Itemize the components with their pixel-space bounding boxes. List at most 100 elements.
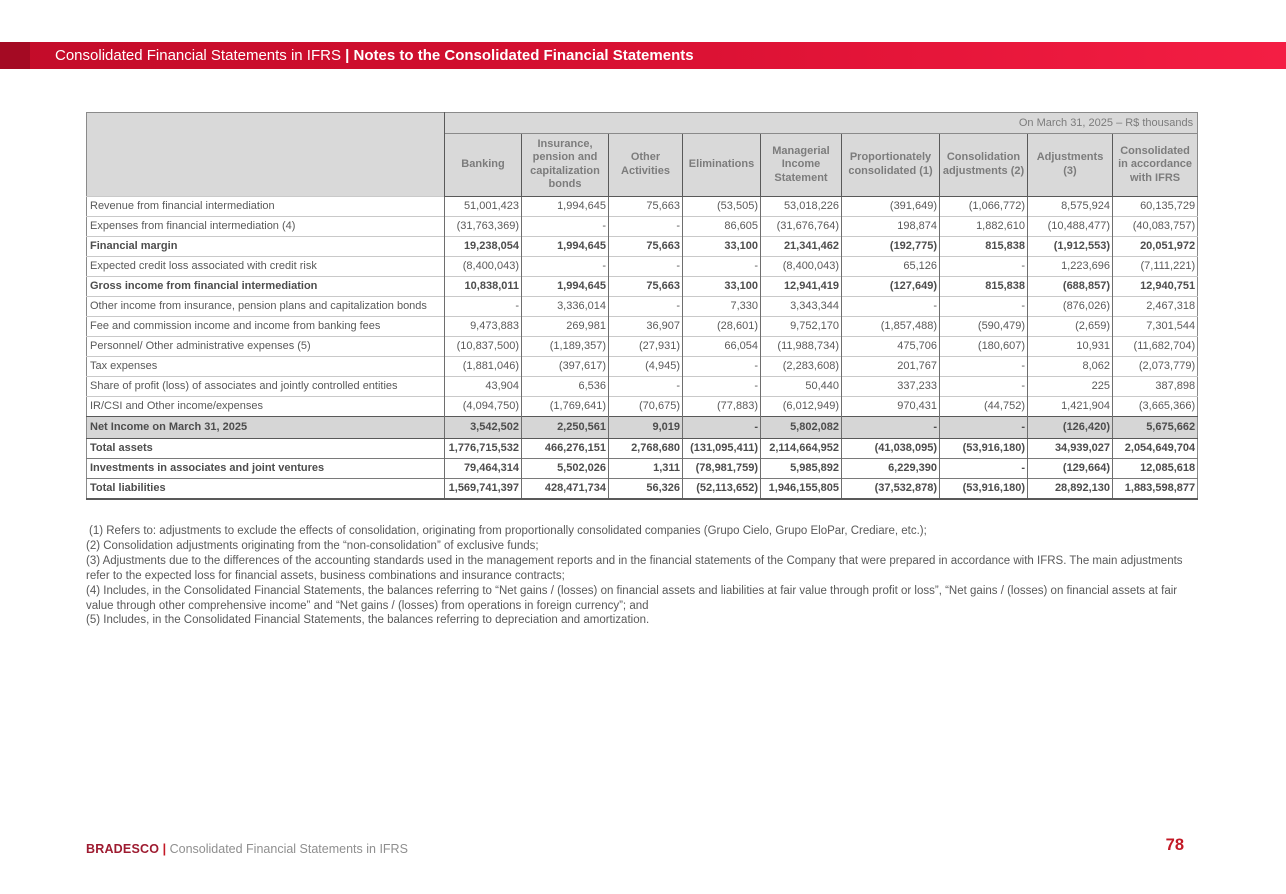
footnote: (5) Includes, in the Consolidated Financ… (86, 614, 650, 627)
row-label: Revenue from financial intermediation (86, 195, 445, 217)
cell-value: - (939, 375, 1028, 397)
table-row: Tax expenses (1,881,046) (397,617) (4,945) -… (86, 355, 1198, 377)
cell-value: (126,420) (1027, 415, 1113, 439)
cell-value: 86,605 (682, 215, 761, 237)
column-header: Consolidation adjustments (2) (939, 133, 1028, 197)
cell-value: - (939, 255, 1028, 277)
row-label: Total liabilities (86, 477, 445, 499)
cell-value: (1,857,488) (841, 315, 940, 337)
table-row: Total assets 1,776,715,532 466,276,151 2,76… (86, 437, 1198, 459)
cell-value: (70,675) (608, 395, 683, 417)
footnote: (3) Adjustments due to the differences o… (86, 554, 1183, 582)
cell-value: 5,502,026 (521, 457, 609, 479)
cell-value: 1,311 (608, 457, 683, 479)
cell-value: (8,400,043) (760, 255, 842, 277)
row-label: Fee and commission income and income fro… (86, 315, 445, 337)
cell-value: 66,054 (682, 335, 761, 357)
cell-value: (397,617) (521, 355, 609, 377)
cell-value: 387,898 (1111, 375, 1198, 397)
cell-value: 28,892,130 (1027, 477, 1113, 499)
cell-value: (180,607) (939, 335, 1028, 357)
cell-value: 9,019 (608, 415, 683, 439)
cell-value: 466,276,151 (521, 437, 609, 459)
cell-value: - (939, 295, 1028, 317)
cell-value: 79,464,314 (444, 457, 522, 479)
cell-value: 60,135,729 (1111, 195, 1198, 217)
row-label: Share of profit (loss) of associates and… (86, 375, 445, 397)
cell-value: 75,663 (608, 275, 683, 297)
cell-value: (192,775) (841, 235, 940, 257)
cell-value: - (682, 255, 761, 277)
banner-title-regular: Consolidated Financial Statements in IFR… (55, 47, 341, 64)
cell-value: 2,250,561 (521, 415, 609, 439)
banner-title-bold: Notes to the Consolidated Financial Stat… (353, 47, 694, 64)
table-row: Total liabilities 1,569,741,397 428,471,73… (86, 477, 1198, 499)
cell-value: (4,945) (608, 355, 683, 377)
cell-value: 65,126 (841, 255, 940, 277)
cell-value: 7,301,544 (1111, 315, 1198, 337)
column-header: Insurance, pension and capitalization bo… (521, 133, 609, 197)
cell-value: 12,940,751 (1111, 275, 1198, 297)
table-row: Expenses from financial intermediation (… (86, 215, 1198, 237)
cell-value: (129,664) (1027, 457, 1113, 479)
column-header: Other Activities (608, 133, 683, 197)
cell-value: 428,471,734 (521, 477, 609, 499)
segment-reporting-table: On March 31, 2025 – R$ thousands Banking… (86, 112, 1199, 500)
cell-value: 2,768,680 (608, 437, 683, 459)
row-label: Total assets (86, 437, 445, 459)
row-label: IR/CSI and Other income/expenses (86, 395, 445, 417)
table-row: Financial margin 19,238,054 1,994,645 75,66… (86, 235, 1198, 257)
cell-value: 3,343,344 (760, 295, 842, 317)
cell-value: (4,094,750) (444, 395, 522, 417)
cell-value: 337,233 (841, 375, 940, 397)
cell-value: (3,665,366) (1111, 395, 1198, 417)
cell-value: (10,488,477) (1027, 215, 1113, 237)
cell-value: 2,467,318 (1111, 295, 1198, 317)
cell-value: 5,985,892 (760, 457, 842, 479)
cell-value: - (608, 215, 683, 237)
table-row: Gross income from financial intermediati… (86, 275, 1198, 297)
cell-value: 33,100 (682, 235, 761, 257)
cell-value: 21,341,462 (760, 235, 842, 257)
cell-value: - (682, 415, 761, 439)
cell-value: 6,536 (521, 375, 609, 397)
cell-value: 33,100 (682, 275, 761, 297)
page-number: 78 (1165, 836, 1184, 854)
cell-value: 50,440 (760, 375, 842, 397)
cell-value: (31,676,764) (760, 215, 842, 237)
cell-value: 1,994,645 (521, 275, 609, 297)
row-label: Investments in associates and joint vent… (86, 457, 445, 479)
cell-value: 1,994,645 (521, 195, 609, 217)
footnote: (1) Refers to: adjustments to exclude th… (89, 525, 927, 537)
cell-value: 3,336,014 (521, 295, 609, 317)
cell-value: (77,883) (682, 395, 761, 417)
cell-value: (1,189,357) (521, 335, 609, 357)
table-row: Revenue from financial intermediation 51,… (86, 195, 1198, 217)
cell-value: 198,874 (841, 215, 940, 237)
cell-value: 9,752,170 (760, 315, 842, 337)
cell-value: 269,981 (521, 315, 609, 337)
column-header: Eliminations (682, 133, 761, 197)
table-row: Net Income on March 31, 2025 3,542,502 2,2… (86, 415, 1198, 439)
cell-value: (28,601) (682, 315, 761, 337)
cell-value: - (841, 295, 940, 317)
table-row: Expected credit loss associated with cre… (86, 255, 1198, 277)
cell-value: 2,054,649,704 (1111, 437, 1198, 459)
cell-value: (2,283,608) (760, 355, 842, 377)
cell-value: (78,981,759) (682, 457, 761, 479)
cell-value: 43,904 (444, 375, 522, 397)
row-label: Other income from insurance, pension pla… (86, 295, 445, 317)
footer-document-title: Consolidated Financial Statements in IFR… (169, 842, 408, 856)
row-label: Expected credit loss associated with cre… (86, 255, 445, 277)
cell-value: (11,988,734) (760, 335, 842, 357)
cell-value: 51,001,423 (444, 195, 522, 217)
column-header: Managerial Income Statement (760, 133, 842, 197)
cell-value: 970,431 (841, 395, 940, 417)
cell-value: (8,400,043) (444, 255, 522, 277)
row-label: Expenses from financial intermediation (… (86, 215, 445, 237)
cell-value: (31,763,369) (444, 215, 522, 237)
cell-value: 6,229,390 (841, 457, 940, 479)
cell-value: 12,085,618 (1111, 457, 1198, 479)
cell-value: 1,223,696 (1027, 255, 1113, 277)
cell-value: 36,907 (608, 315, 683, 337)
